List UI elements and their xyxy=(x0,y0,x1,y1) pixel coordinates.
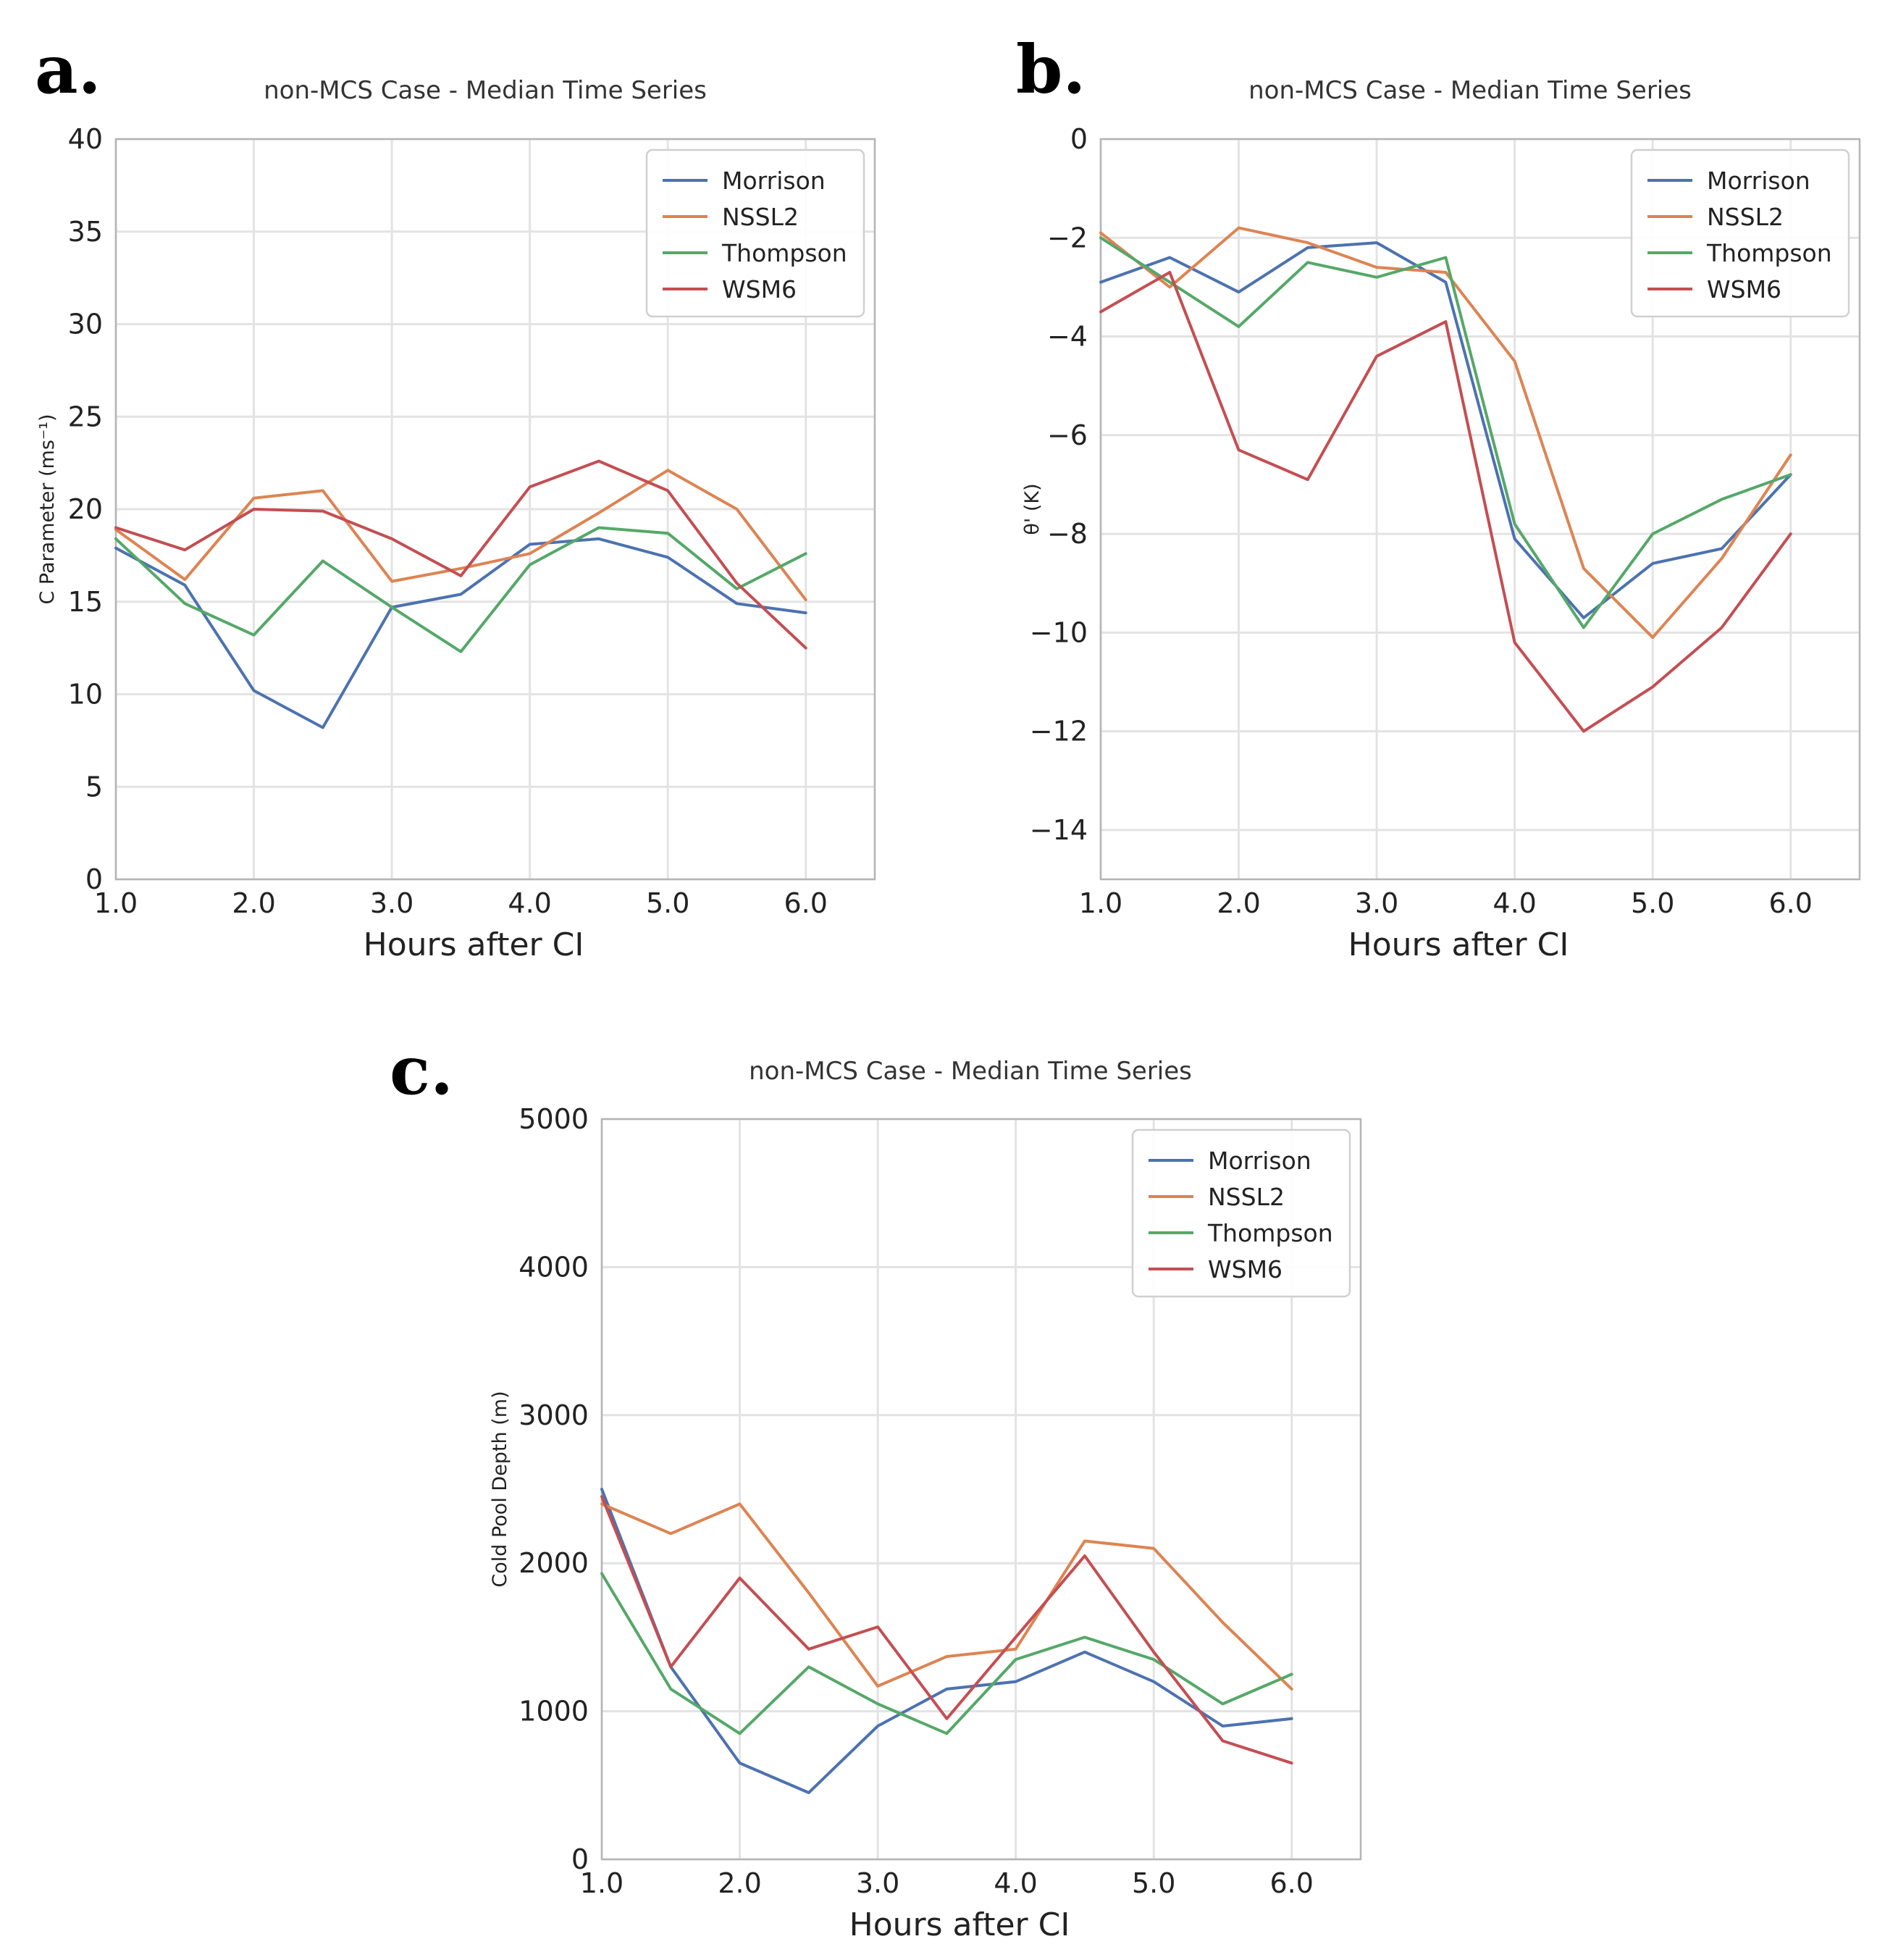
y-tick-label: 40 xyxy=(68,123,103,155)
x-tick-label: 4.0 xyxy=(1493,887,1536,919)
chart-title: non-MCS Case - Median Time Series xyxy=(1248,76,1692,105)
y-tick-label: −8 xyxy=(1047,518,1088,550)
legend-box xyxy=(1630,148,1850,318)
chart-title: non-MCS Case - Median Time Series xyxy=(749,1057,1192,1086)
y-tick-label: −6 xyxy=(1047,419,1088,451)
x-tick-label: 4.0 xyxy=(994,1867,1037,1899)
y-axis-label: Cold Pool Depth (m) xyxy=(489,1391,511,1587)
series-line-wsm6 xyxy=(1099,271,1792,733)
legend-label-wsm6: WSM6 xyxy=(722,275,797,303)
legend-label-nssl2: NSSL2 xyxy=(1707,203,1784,231)
legend: Morrison NSSL2 Thompson WSM6 xyxy=(645,148,865,318)
series-line-nssl2 xyxy=(114,469,807,602)
legend: Morrison NSSL2 Thompson WSM6 xyxy=(1131,1128,1351,1298)
x-tick-label: 6.0 xyxy=(1270,1867,1314,1899)
y-tick-label: 0 xyxy=(571,1843,589,1875)
y-axis-label: C Parameter (ms⁻¹) xyxy=(36,414,59,605)
y-tick-label: −2 xyxy=(1047,222,1088,254)
chart-panel-2: c. non-MCS Case - Median Time Series 1.0 2.… xyxy=(390,1031,1362,1943)
y-tick-label: 15 xyxy=(68,586,103,618)
x-tick-label: 3.0 xyxy=(856,1867,899,1899)
y-tick-label: 5 xyxy=(85,771,103,803)
y-tick-label: −4 xyxy=(1047,321,1088,353)
chart-panel-0: a. non-MCS Case - Median Time Series 1.0 2.… xyxy=(35,30,876,963)
plot-frame xyxy=(1099,138,1861,881)
y-tick-label: 2000 xyxy=(519,1547,589,1579)
x-axis-label: Hours after CI xyxy=(1348,926,1569,963)
x-tick-label: 3.0 xyxy=(1355,887,1398,919)
series-line-nssl2 xyxy=(1099,226,1792,640)
legend-label-thompson: Thompson xyxy=(1706,239,1832,267)
legend-label-wsm6: WSM6 xyxy=(1208,1255,1282,1283)
panel-letter: b. xyxy=(1016,30,1086,109)
series-line-morrison xyxy=(114,537,807,729)
x-tick-label: 1.0 xyxy=(580,1867,624,1899)
x-tick-label: 2.0 xyxy=(1217,887,1260,919)
panel-letter: a. xyxy=(35,30,101,109)
panel-letter: c. xyxy=(390,1031,453,1110)
y-tick-label: −12 xyxy=(1030,716,1088,747)
x-tick-label: 4.0 xyxy=(508,887,551,919)
y-tick-label: −14 xyxy=(1030,814,1088,846)
legend-label-nssl2: NSSL2 xyxy=(722,203,799,231)
legend-label-nssl2: NSSL2 xyxy=(1208,1183,1285,1211)
series-line-thompson xyxy=(600,1572,1293,1735)
series-line-nssl2 xyxy=(600,1502,1293,1691)
x-tick-label: 1.0 xyxy=(1079,887,1122,919)
x-tick-label: 6.0 xyxy=(784,887,828,919)
legend-box xyxy=(645,148,865,318)
legend-label-morrison: Morrison xyxy=(1208,1147,1311,1175)
y-tick-label: 4000 xyxy=(519,1251,589,1283)
y-tick-label: 35 xyxy=(68,216,103,248)
x-tick-label: 3.0 xyxy=(370,887,413,919)
x-tick-label: 2.0 xyxy=(232,887,275,919)
series-line-morrison xyxy=(1099,241,1792,619)
y-axis-label: θ' (K) xyxy=(1021,483,1044,535)
y-tick-label: 10 xyxy=(68,679,103,711)
y-tick-label: 20 xyxy=(68,493,103,525)
x-tick-label: 5.0 xyxy=(646,887,689,919)
y-tick-label: 5000 xyxy=(519,1103,589,1135)
legend: Morrison NSSL2 Thompson WSM6 xyxy=(1630,148,1850,318)
x-tick-label: 5.0 xyxy=(1631,887,1674,919)
x-tick-label: 6.0 xyxy=(1769,887,1813,919)
x-axis-label: Hours after CI xyxy=(849,1906,1070,1943)
y-tick-label: 1000 xyxy=(519,1696,589,1727)
y-tick-label: 0 xyxy=(1070,123,1088,155)
legend-box xyxy=(1131,1128,1351,1298)
chart-panel-1: b. non-MCS Case - Median Time Series 1.0 2.… xyxy=(1016,30,1861,963)
y-tick-label: −10 xyxy=(1030,616,1088,648)
series-line-wsm6 xyxy=(600,1495,1293,1765)
series-line-thompson xyxy=(114,526,807,653)
y-tick-label: 30 xyxy=(68,309,103,340)
x-axis-label: Hours after CI xyxy=(364,926,584,963)
chart-title: non-MCS Case - Median Time Series xyxy=(264,76,707,105)
plot-frame xyxy=(114,138,876,881)
series-line-morrison xyxy=(600,1488,1293,1794)
legend-label-morrison: Morrison xyxy=(722,167,826,195)
x-tick-label: 1.0 xyxy=(94,887,138,919)
legend-label-thompson: Thompson xyxy=(721,239,847,267)
y-tick-label: 3000 xyxy=(519,1399,589,1431)
legend-label-wsm6: WSM6 xyxy=(1707,275,1781,303)
y-tick-label: 25 xyxy=(68,401,103,432)
series-line-wsm6 xyxy=(114,459,807,650)
x-tick-label: 2.0 xyxy=(718,1867,761,1899)
legend-label-thompson: Thompson xyxy=(1207,1219,1333,1247)
legend-label-morrison: Morrison xyxy=(1707,167,1810,195)
series-line-thompson xyxy=(1099,236,1792,629)
x-tick-label: 5.0 xyxy=(1132,1867,1175,1899)
y-tick-label: 0 xyxy=(85,863,103,895)
